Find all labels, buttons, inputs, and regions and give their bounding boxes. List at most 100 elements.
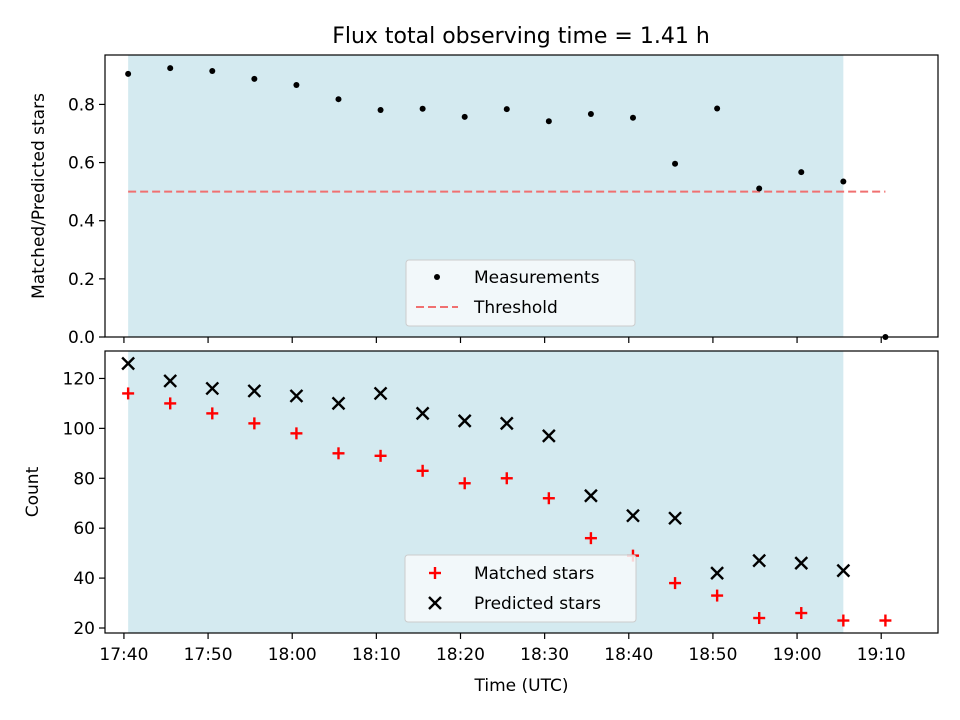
matched-star-point — [206, 407, 219, 420]
bottom-legend: Matched stars Predicted stars — [404, 554, 637, 623]
legend-predicted-marker — [428, 596, 442, 610]
legend-measurements-label: Measurements — [474, 268, 600, 288]
matched-star-point — [500, 472, 513, 485]
measurement-point — [840, 178, 847, 185]
legend-matched-marker — [429, 567, 441, 579]
y-tick-label: 0.4 — [68, 212, 95, 232]
bottom-axes-frame — [104, 350, 939, 634]
measurement-point — [756, 185, 763, 192]
predicted-star-point — [121, 356, 135, 371]
matched-star-point — [753, 612, 766, 625]
x-axis-label: Time (UTC) — [474, 676, 569, 696]
measurement-point — [251, 75, 258, 82]
matched-star-point — [374, 449, 387, 462]
x-tick-label: 18:40 — [604, 645, 653, 665]
measurement-point — [629, 114, 636, 121]
y-tick-label: 120 — [63, 369, 95, 389]
count-panel: 20 40 60 80 100 120 17:40 17:50 18:00 18:10 18:20… — [23, 350, 939, 696]
x-tick-label: 19:00 — [773, 645, 822, 665]
top-y-axis-label: Matched/Predicted stars — [29, 93, 49, 299]
y-tick-label: 60 — [73, 519, 95, 539]
measurement-point — [377, 106, 384, 113]
measurement-point — [335, 96, 342, 103]
y-tick-label: 0.6 — [68, 154, 95, 174]
legend-matched-label: Matched stars — [474, 564, 594, 584]
predicted-star-point — [710, 566, 724, 580]
matched-star-point — [290, 427, 303, 440]
matched-star-point — [669, 577, 682, 590]
measurement-point — [714, 105, 721, 112]
predicted-star-point — [331, 396, 346, 411]
measurement-point — [672, 160, 679, 167]
predicted-star-point — [836, 563, 851, 578]
predicted-star-point — [541, 429, 556, 443]
legend-measurements-marker — [434, 274, 440, 280]
top-y-ticks: 0.0 0.2 0.4 0.6 0.8 — [68, 95, 105, 348]
ratio-panel: 0.00.20.40.60.8 Matched/Predicted stars … — [29, 54, 939, 348]
bottom-y-ticks: 20 40 60 80 100 120 — [63, 369, 105, 639]
x-tick-label: 19:10 — [857, 645, 906, 665]
x-tick-label: 18:20 — [436, 645, 485, 665]
matched-star-point — [711, 589, 724, 602]
matched-star-point — [584, 532, 597, 545]
matched-star-point — [879, 614, 892, 627]
x-tick-label: 18:30 — [520, 645, 569, 665]
y-tick-label: 100 — [63, 419, 95, 439]
y-tick-label: 0.8 — [68, 95, 95, 115]
top-x-ticks — [123, 337, 882, 343]
y-tick-label: 40 — [73, 569, 95, 589]
bottom-x-ticks: 17:40 17:50 18:00 18:10 18:20 18:30 18:40 18:50… — [99, 633, 906, 665]
matched-star-point — [795, 607, 808, 620]
chart-title: Flux total observing time = 1.41 h — [332, 24, 710, 49]
predicted-star-point — [373, 386, 388, 401]
top-axes-frame — [104, 54, 939, 338]
matched-star-point — [332, 447, 345, 460]
matched-star-point — [837, 614, 850, 627]
predicted-star-point — [752, 553, 767, 568]
predicted-star-point — [289, 389, 304, 403]
count-points — [121, 356, 892, 627]
measurement-point — [167, 65, 174, 72]
top-legend-box — [405, 259, 636, 327]
predicted-star-point — [415, 406, 430, 421]
measurement-point — [125, 70, 132, 77]
matched-star-point — [416, 464, 429, 477]
measurement-point — [503, 106, 510, 113]
measurement-points — [125, 65, 889, 340]
measurement-point — [209, 67, 216, 74]
y-tick-label: 0.2 — [68, 270, 95, 290]
matched-star-point — [164, 397, 177, 410]
predicted-star-point — [247, 384, 262, 398]
x-tick-label: 17:40 — [99, 645, 148, 665]
top-legend: Measurements Threshold — [405, 259, 636, 327]
x-tick-label: 17:50 — [184, 645, 233, 665]
measurement-point — [461, 113, 468, 120]
y-tick-label: 20 — [73, 619, 95, 639]
legend-threshold-label: Threshold — [473, 298, 558, 318]
predicted-star-point — [499, 416, 514, 431]
measurement-point — [293, 81, 300, 88]
predicted-star-point — [668, 511, 682, 526]
matched-star-point — [542, 492, 555, 505]
predicted-star-point — [794, 556, 809, 570]
predicted-star-point — [584, 488, 598, 503]
measurement-point — [798, 169, 805, 176]
y-tick-label: 80 — [73, 469, 95, 489]
legend-predicted-label: Predicted stars — [474, 594, 601, 614]
matched-star-point — [458, 477, 471, 490]
x-tick-label: 18:00 — [268, 645, 317, 665]
bottom-legend-box — [404, 554, 637, 623]
predicted-star-point — [205, 381, 220, 396]
bottom-y-axis-label: Count — [23, 466, 43, 517]
predicted-star-point — [626, 508, 640, 523]
matched-star-point — [122, 387, 135, 400]
y-tick-label: 0.0 — [68, 328, 95, 348]
measurement-point — [545, 118, 552, 125]
x-tick-label: 18:50 — [688, 645, 737, 665]
matched-star-point — [248, 417, 261, 430]
measurement-point — [419, 105, 426, 112]
predicted-star-point — [457, 414, 472, 428]
predicted-star-point — [163, 374, 178, 388]
measurement-point — [587, 111, 594, 118]
